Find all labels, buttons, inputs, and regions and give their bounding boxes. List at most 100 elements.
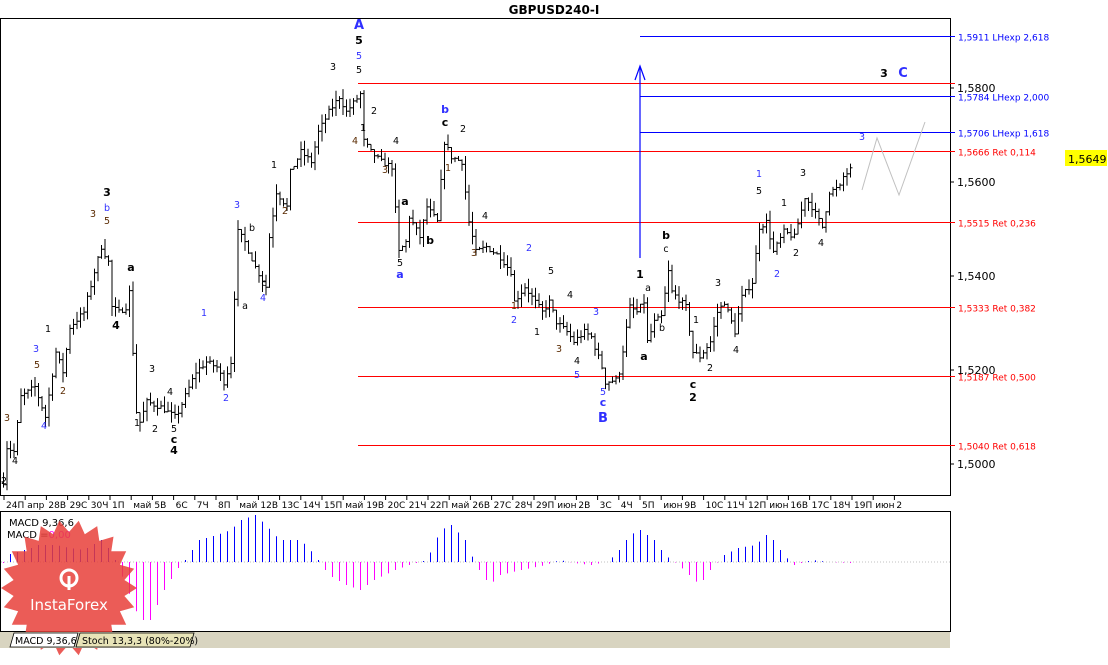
price-bar [271, 207, 275, 248]
x-tick-label: 26В [472, 501, 490, 511]
wave-label: 2 [689, 391, 697, 404]
price-bar [313, 141, 317, 171]
price-bar [537, 293, 541, 308]
wave-label: 3 [556, 344, 562, 355]
wave-label: 4 [574, 356, 580, 367]
wave-label: a [242, 301, 248, 312]
current-price-tag [1065, 150, 1107, 166]
price-bar [547, 295, 552, 318]
price-bar [155, 398, 160, 416]
price-bar [194, 362, 198, 389]
price-bar [519, 284, 524, 308]
x-tick-label: 24П [6, 501, 24, 511]
price-bar [127, 285, 132, 317]
price-bar [365, 138, 370, 148]
price-bar [428, 198, 433, 218]
price-bar [106, 255, 111, 266]
price-bar [425, 198, 429, 225]
price-bar [397, 199, 401, 259]
x-tick-label: 6С [176, 501, 188, 511]
price-bar [250, 252, 254, 262]
price-bar [327, 105, 331, 120]
x-tick-label: 16В [790, 501, 808, 511]
wave-label: b [662, 229, 670, 242]
price-bar [166, 401, 170, 413]
wave-label: 3 [800, 168, 806, 179]
price-bar [124, 303, 128, 315]
price-bar [36, 383, 41, 407]
y-tick-label: 1,5800 [957, 82, 996, 95]
price-bar [85, 292, 90, 320]
price-bar [414, 222, 419, 236]
indicator-tab-stoch[interactable]: Stoch 13,3,3 (80%-20%) [75, 632, 198, 648]
price-bar [481, 240, 485, 254]
price-bar [477, 246, 482, 251]
current-price-value: 1,5649 [1068, 153, 1107, 166]
price-bar [810, 192, 814, 218]
price-bar [757, 222, 762, 262]
wave-label: 1 [756, 169, 762, 180]
price-bar [761, 223, 765, 234]
wave-label: 2 [1, 476, 7, 487]
price-bar [628, 297, 632, 329]
wave-label: 4 [818, 238, 824, 249]
wave-label: a [396, 268, 403, 281]
x-tick-label: 21Ч [409, 501, 427, 511]
wave-label: 5 [397, 258, 403, 269]
price-bar [432, 200, 436, 217]
x-tick-label: 2В [578, 501, 590, 511]
price-bar [838, 183, 842, 191]
price-bar [446, 134, 450, 151]
wave-label: 3 [149, 364, 155, 375]
price-bar [610, 376, 615, 384]
wave-label: 1 [201, 308, 207, 319]
x-tick-label: 22П [430, 501, 448, 511]
wave-label: 5 [548, 266, 554, 277]
x-tick-label: 14Ч [303, 501, 321, 511]
x-tick-label: 12П [748, 501, 766, 511]
x-tick-label: 19В [366, 501, 384, 511]
price-bar [89, 280, 93, 300]
price-bar [586, 323, 590, 341]
wave-label: 5 [356, 51, 362, 62]
price-bar [561, 315, 566, 329]
price-bar [768, 210, 772, 250]
price-bar [295, 158, 300, 169]
wave-label: 3 [90, 209, 96, 220]
price-bar [792, 228, 797, 239]
x-tick-label: 5В [154, 501, 166, 511]
wave-label: B [598, 411, 608, 426]
price-bar [211, 359, 216, 373]
x-tick-label: июн [769, 501, 788, 511]
price-bars [1, 89, 853, 491]
price-bar [530, 288, 534, 306]
price-bar [841, 172, 846, 192]
tab-label: Stoch 13,3,3 (80%-20%) [82, 636, 198, 647]
time-axis[interactable]: 24П апр 28В 29С 30Ч 1П май 5В 6С 7Ч 8П май 12В 13С 14Ч… [3, 496, 902, 511]
price-bar [323, 114, 328, 134]
price-axis[interactable]: 1,5800 1,5600 1,5400 1,5200 1,5000 [950, 82, 996, 471]
price-bar [827, 191, 832, 216]
x-tick-label: май [239, 501, 257, 511]
price-bar [439, 169, 443, 222]
price-bar [491, 248, 496, 255]
price-bar [376, 154, 380, 159]
price-bar [789, 223, 793, 241]
price-bar [600, 350, 604, 370]
price-bar [589, 332, 594, 339]
price-bar [740, 285, 744, 322]
price-bar [225, 366, 230, 388]
indicator-tab-macd[interactable]: MACD 9,36,6 [9, 632, 79, 648]
wave-label: 4 [41, 421, 47, 432]
macd-name: MACD 9,36,6 [9, 518, 74, 529]
price-bar [670, 264, 674, 294]
price-bar [183, 387, 188, 409]
price-bar [582, 323, 587, 340]
price-bar [239, 228, 244, 243]
price-bar [677, 286, 681, 309]
price-bar [47, 387, 51, 427]
price-bar [453, 156, 457, 163]
wave-label: 2 [793, 248, 799, 259]
